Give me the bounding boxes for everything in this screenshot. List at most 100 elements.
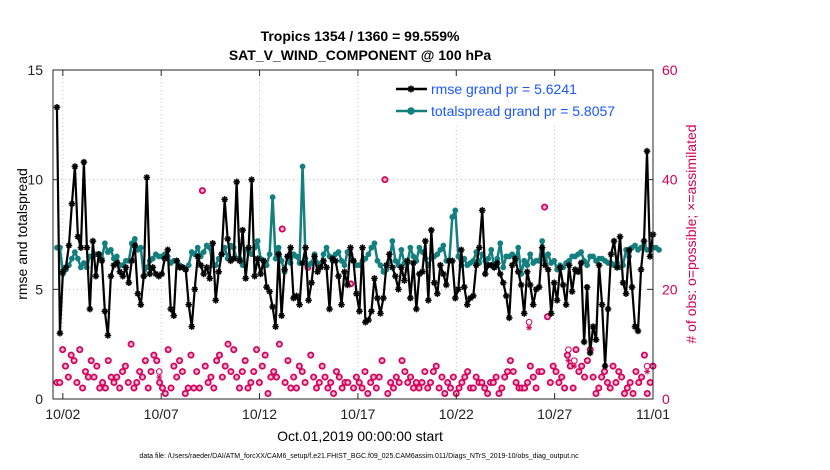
- rmse-point: [254, 255, 261, 262]
- obs-possible-point: [138, 373, 146, 381]
- rmse-point: [62, 264, 70, 271]
- obs-possible-point: [461, 373, 469, 381]
- obs-possible-point: [338, 384, 346, 392]
- obs-possible-point: [293, 384, 300, 392]
- obs-possible-point: [532, 384, 540, 392]
- obs-possible-point: [495, 390, 503, 398]
- obs-possible-point: [424, 384, 432, 392]
- rmse-point: [481, 270, 489, 278]
- x-axis: 10/02 10/07 10/12 10/17 10/22 10/27 11/01: [45, 70, 670, 422]
- obs-possible-point: [635, 379, 643, 387]
- rmse-point: [640, 237, 648, 245]
- obs-possible-point: [204, 379, 212, 387]
- rmse-point: [598, 301, 606, 308]
- obs-possible-point: [509, 368, 517, 376]
- obs-possible-point: [455, 384, 463, 392]
- rmse-point: [74, 233, 82, 240]
- obs-possible-point: [370, 373, 378, 381]
- rmse-point: [191, 286, 199, 293]
- obs-possible-point: [449, 373, 457, 381]
- rmse-point: [583, 283, 591, 291]
- obs-possible-point: [107, 373, 115, 381]
- obs-possible-point: [404, 379, 412, 387]
- rmse-point: [440, 270, 447, 278]
- totalspread-point: [254, 238, 261, 244]
- rmse-point: [359, 244, 366, 251]
- obs-possible-point: [130, 384, 138, 392]
- rmse-point: [278, 312, 285, 319]
- rmse-point: [239, 226, 246, 234]
- y-tick-label-right: 40: [662, 172, 678, 188]
- totalspread-point: [656, 246, 662, 253]
- rmse-point: [443, 281, 450, 289]
- rmse-point: [460, 283, 468, 291]
- obs-possible-point: [158, 384, 166, 392]
- rmse-point: [284, 253, 291, 260]
- totalspread-point: [137, 244, 144, 251]
- rmse-point: [266, 288, 273, 295]
- rmse-point: [413, 305, 420, 313]
- totalspread-point: [509, 251, 516, 258]
- totalspread-point: [632, 242, 638, 249]
- obs-possible-point: [307, 351, 315, 359]
- right-axis: 0 20 40 60: [647, 62, 678, 407]
- totalspread-point: [449, 214, 456, 220]
- obs-possible-point: [150, 351, 158, 359]
- rmse-point: [134, 290, 142, 298]
- rmse-point: [574, 268, 582, 276]
- rmse-point: [419, 268, 426, 276]
- obs-possible-point: [99, 379, 107, 387]
- rmse-point: [263, 283, 270, 291]
- rmse-point: [200, 270, 207, 278]
- x-tick-label: 10/22: [439, 406, 474, 422]
- obs-possible-point: [287, 384, 295, 392]
- left-axis: 0 5 10 15: [27, 62, 59, 407]
- rmse-point: [353, 290, 360, 298]
- obs-possible-point: [187, 351, 195, 359]
- rmse-point: [646, 253, 654, 260]
- rmse-point: [86, 305, 94, 313]
- rmse-point: [131, 242, 139, 249]
- rmse-point: [215, 268, 222, 276]
- rmse-point: [296, 301, 303, 308]
- obs-assimilated-point: [526, 324, 533, 331]
- obs-possible-point: [575, 368, 583, 376]
- rmse-point: [314, 268, 321, 276]
- obs-possible-point: [87, 357, 95, 365]
- totalspread-point: [275, 244, 282, 251]
- rmse-point: [389, 264, 396, 271]
- y-axis-label-left: rmse and totalspread: [14, 168, 30, 300]
- legend-rmse-label: rmse grand pr = 5.6241: [431, 81, 577, 97]
- obs-possible-point: [133, 379, 141, 387]
- obs-possible-point: [638, 373, 646, 381]
- rmse-point: [472, 261, 480, 269]
- rmse-point: [95, 250, 103, 258]
- obs-possible-point: [76, 346, 84, 354]
- obs-possible-point: [59, 346, 67, 354]
- rmse-point: [302, 244, 309, 251]
- rmse-point: [580, 338, 588, 346]
- obs-possible-point: [609, 362, 617, 370]
- obs-possible-point: [601, 368, 609, 376]
- obs-possible-point: [250, 368, 258, 376]
- rmse-point: [398, 264, 405, 271]
- rmse-point: [257, 270, 264, 278]
- rmse-point: [182, 266, 190, 273]
- obs-possible-point: [176, 357, 184, 365]
- totalspread-point: [69, 255, 75, 262]
- obs-possible-point: [541, 203, 549, 211]
- rmse-point: [535, 283, 543, 291]
- totalspread-point: [80, 260, 87, 266]
- obs-assimilated-point: [565, 357, 572, 364]
- obs-possible-point: [81, 368, 89, 376]
- totalspread-point: [500, 264, 507, 271]
- obs-possible-point: [315, 379, 323, 387]
- obs-possible-point: [178, 368, 186, 376]
- x-tick-label: 10/12: [242, 406, 277, 422]
- rmse-point: [158, 270, 166, 278]
- obs-possible-point: [136, 368, 144, 376]
- obs-possible-point: [193, 368, 201, 376]
- rmse-point: [631, 323, 639, 330]
- rmse-point: [125, 279, 133, 287]
- totalspread-point: [440, 242, 447, 249]
